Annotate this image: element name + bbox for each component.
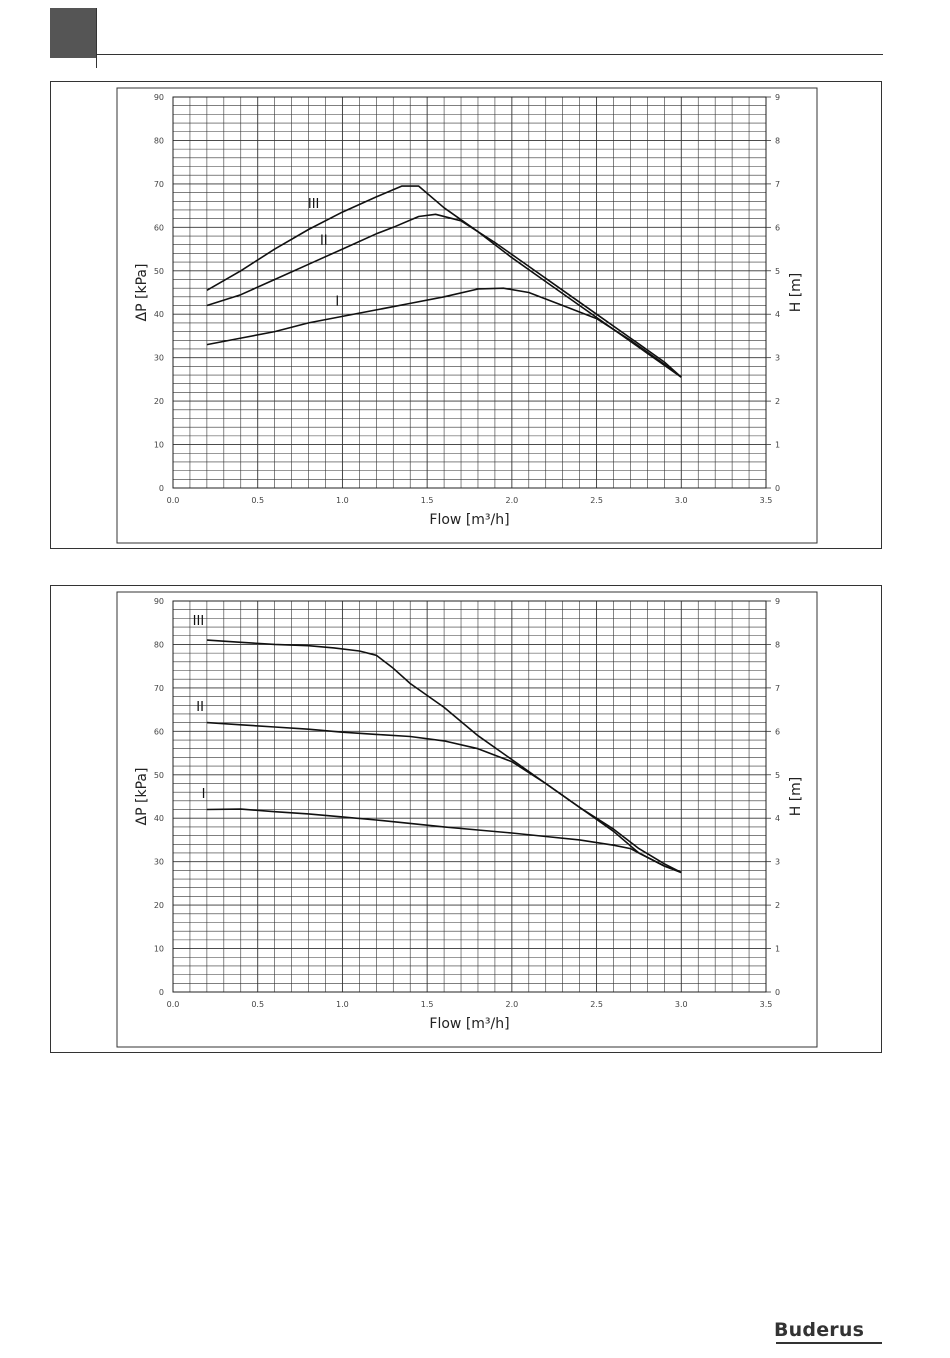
y-tick-label: 90 bbox=[154, 597, 164, 606]
header-tick bbox=[96, 8, 97, 68]
pump-curve-chart-bottom: 0.0 0.5 1.0 1.5 2.0 2.5 3.0 3.50102030405060708… bbox=[116, 591, 818, 1048]
y2-axis-title: H [m] bbox=[788, 777, 804, 817]
y-tick-label: 50 bbox=[154, 267, 164, 276]
y2-tick-label: 8 bbox=[775, 640, 780, 649]
y-axis-title: ΔP [kPa] bbox=[134, 768, 150, 826]
grid bbox=[172, 600, 767, 993]
y-tick-label: 80 bbox=[154, 640, 164, 649]
y-tick-label: 40 bbox=[154, 814, 164, 823]
series-line-ii bbox=[206, 721, 682, 874]
y-tick-label: 10 bbox=[154, 441, 164, 450]
x-tick-label: 1.0 bbox=[336, 1000, 349, 1009]
x-tick-label: 2.5 bbox=[590, 1000, 603, 1009]
x-tick-label: 1.0 bbox=[336, 496, 349, 505]
header-block bbox=[50, 8, 96, 58]
y-tick-label: 80 bbox=[154, 136, 164, 145]
y2-tick-label: 8 bbox=[775, 136, 780, 145]
pump-curve-chart-top: 0.0 0.5 1.0 1.5 2.0 2.5 3.0 3.50102030405060708… bbox=[116, 87, 818, 544]
y-axis-title: ΔP [kPa] bbox=[134, 264, 150, 322]
x-tick-label: 0.5 bbox=[251, 1000, 264, 1009]
curve-label: II bbox=[196, 700, 204, 715]
y2-tick-label: 5 bbox=[775, 771, 780, 780]
y2-tick-label: 0 bbox=[775, 988, 780, 997]
y-tick-label: 70 bbox=[154, 684, 164, 693]
y-tick-label: 0 bbox=[159, 988, 164, 997]
x-tick-label: 1.5 bbox=[421, 1000, 434, 1009]
brand-underline bbox=[776, 1342, 882, 1344]
y2-tick-label: 5 bbox=[775, 267, 780, 276]
x-tick-label: 0.5 bbox=[251, 496, 264, 505]
series-line-i bbox=[206, 287, 682, 378]
x-tick-label: 2.0 bbox=[505, 1000, 518, 1009]
header-rule bbox=[96, 54, 883, 55]
y2-tick-label: 4 bbox=[775, 814, 780, 823]
y2-tick-label: 9 bbox=[775, 93, 780, 102]
x-tick-label: 2.5 bbox=[590, 496, 603, 505]
y-tick-label: 0 bbox=[159, 484, 164, 493]
plot-area-border bbox=[172, 96, 767, 489]
y-tick-label: 60 bbox=[154, 727, 164, 736]
x-tick-label: 1.5 bbox=[421, 496, 434, 505]
series-line-ii bbox=[206, 213, 682, 378]
chart-panel-bottom: 0.0 0.5 1.0 1.5 2.0 2.5 3.0 3.5 0 10 20 30 40 50 60 70 8… bbox=[50, 585, 882, 1053]
curve-label: III bbox=[308, 197, 320, 212]
series-line-iii bbox=[206, 639, 682, 874]
chart-panel-top: 0.0 0.5 1.0 1.5 2.0 2.5 3.0 3.5 0 10 20 30 40 50 60 70 8… bbox=[50, 81, 882, 549]
y-tick-label: 70 bbox=[154, 180, 164, 189]
y-tick-label: 10 bbox=[154, 945, 164, 954]
y2-tick-label: 7 bbox=[775, 180, 780, 189]
y2-tick-label: 3 bbox=[775, 354, 780, 363]
y-tick-label: 60 bbox=[154, 223, 164, 232]
x-tick-label: 2.0 bbox=[505, 496, 518, 505]
curve-label: I bbox=[335, 295, 339, 310]
y-tick-label: 30 bbox=[154, 858, 164, 867]
x-tick-label: 0.0 bbox=[167, 496, 180, 505]
curve-label: I bbox=[202, 787, 206, 802]
y2-tick-label: 6 bbox=[775, 223, 780, 232]
y-tick-label: 30 bbox=[154, 354, 164, 363]
y2-axis-title: H [m] bbox=[788, 273, 804, 313]
chart-inner-frame bbox=[116, 591, 818, 1048]
chart-inner-frame bbox=[116, 87, 818, 544]
x-tick-label: 3.5 bbox=[760, 496, 773, 505]
y2-tick-label: 2 bbox=[775, 397, 780, 406]
x-axis-title: Flow [m³/h] bbox=[429, 1016, 509, 1032]
y2-tick-label: 9 bbox=[775, 597, 780, 606]
y-tick-label: 20 bbox=[154, 901, 164, 910]
y2-tick-label: 0 bbox=[775, 484, 780, 493]
y2-tick-label: 4 bbox=[775, 310, 780, 319]
series-line-i bbox=[206, 808, 682, 874]
x-axis-title: Flow [m³/h] bbox=[429, 512, 509, 528]
x-tick-label: 3.5 bbox=[760, 1000, 773, 1009]
y2-tick-label: 3 bbox=[775, 858, 780, 867]
curve-label: II bbox=[320, 234, 328, 249]
y-tick-label: 40 bbox=[154, 310, 164, 319]
y2-tick-label: 7 bbox=[775, 684, 780, 693]
y2-tick-label: 6 bbox=[775, 727, 780, 736]
x-tick-label: 0.0 bbox=[167, 1000, 180, 1009]
y-tick-label: 90 bbox=[154, 93, 164, 102]
y2-tick-label: 1 bbox=[775, 945, 780, 954]
plot-area-border bbox=[172, 600, 767, 993]
y-tick-label: 20 bbox=[154, 397, 164, 406]
brand-logo: Buderus bbox=[774, 1319, 865, 1341]
curve-label: III bbox=[193, 614, 205, 629]
y2-tick-label: 2 bbox=[775, 901, 780, 910]
y2-tick-label: 1 bbox=[775, 441, 780, 450]
x-tick-label: 3.0 bbox=[675, 1000, 688, 1009]
series-line-iii bbox=[206, 185, 682, 378]
y-tick-label: 50 bbox=[154, 771, 164, 780]
grid bbox=[172, 96, 767, 489]
x-tick-label: 3.0 bbox=[675, 496, 688, 505]
